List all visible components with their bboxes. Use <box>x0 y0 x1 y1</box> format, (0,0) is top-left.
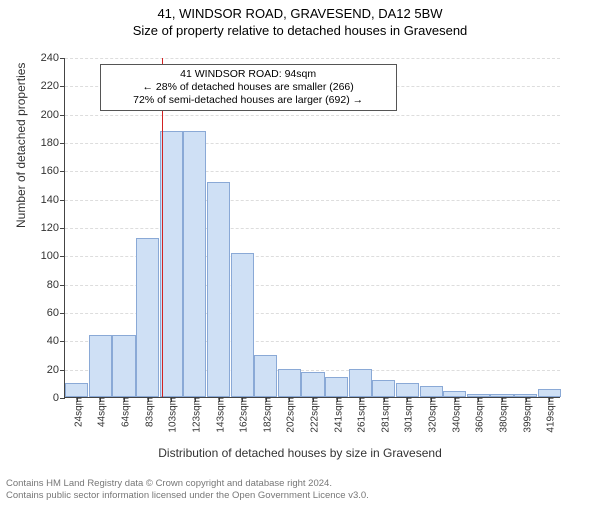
xtick-label: 123sqm <box>187 397 202 433</box>
histogram-bar <box>301 372 324 398</box>
xtick-label: 241sqm <box>329 397 344 433</box>
xtick-label: 360sqm <box>471 397 486 433</box>
histogram-bar <box>112 335 135 397</box>
xtick-label: 320sqm <box>424 397 439 433</box>
ytick-label: 180 <box>41 137 65 149</box>
xtick-label: 162sqm <box>235 397 250 433</box>
histogram-bar <box>160 131 183 397</box>
gridline <box>65 200 560 201</box>
histogram-bar <box>278 369 301 397</box>
x-axis-label: Distribution of detached houses by size … <box>0 446 600 460</box>
gridline <box>65 171 560 172</box>
histogram-bar <box>349 369 372 397</box>
histogram-bar <box>372 380 395 397</box>
xtick-label: 261sqm <box>353 397 368 433</box>
gridline <box>65 228 560 229</box>
y-axis-label: Number of detached properties <box>14 63 28 228</box>
xtick-label: 340sqm <box>447 397 462 433</box>
page-title-line2: Size of property relative to detached ho… <box>0 23 600 38</box>
histogram-bar <box>89 335 112 397</box>
ytick-label: 0 <box>53 392 65 404</box>
gridline <box>65 143 560 144</box>
histogram-bar <box>183 131 206 397</box>
ytick-label: 100 <box>41 250 65 262</box>
histogram-bar <box>136 238 159 397</box>
xtick-label: 202sqm <box>282 397 297 433</box>
ytick-label: 120 <box>41 222 65 234</box>
footer-attribution: Contains HM Land Registry data © Crown c… <box>6 478 594 502</box>
annotation-line3: 72% of semi-detached houses are larger (… <box>107 94 390 107</box>
xtick-label: 399sqm <box>518 397 533 433</box>
ytick-label: 220 <box>41 80 65 92</box>
ytick-label: 20 <box>47 364 65 376</box>
histogram-bar <box>538 389 561 398</box>
xtick-label: 64sqm <box>117 397 132 427</box>
histogram-bar <box>207 182 230 397</box>
plot-area: 02040608010012014016018020022024024sqm44… <box>64 58 560 398</box>
xtick-label: 380sqm <box>494 397 509 433</box>
xtick-label: 83sqm <box>140 397 155 427</box>
histogram-chart: 02040608010012014016018020022024024sqm44… <box>64 58 560 398</box>
gridline <box>65 58 560 59</box>
histogram-bar <box>396 383 419 397</box>
xtick-label: 222sqm <box>306 397 321 433</box>
annotation-line1: 41 WINDSOR ROAD: 94sqm <box>107 68 390 81</box>
histogram-bar <box>65 383 88 397</box>
xtick-label: 182sqm <box>258 397 273 433</box>
xtick-label: 24sqm <box>69 397 84 427</box>
xtick-label: 143sqm <box>211 397 226 433</box>
xtick-label: 103sqm <box>164 397 179 433</box>
xtick-label: 281sqm <box>376 397 391 433</box>
histogram-bar <box>420 386 443 397</box>
xtick-label: 301sqm <box>400 397 415 433</box>
histogram-bar <box>254 355 277 398</box>
ytick-label: 40 <box>47 335 65 347</box>
page-title-line1: 41, WINDSOR ROAD, GRAVESEND, DA12 5BW <box>0 6 600 21</box>
histogram-bar <box>325 377 348 397</box>
footer-line1: Contains HM Land Registry data © Crown c… <box>6 478 594 490</box>
ytick-label: 160 <box>41 165 65 177</box>
annotation-line2: ← 28% of detached houses are smaller (26… <box>107 81 390 94</box>
annotation-box: 41 WINDSOR ROAD: 94sqm← 28% of detached … <box>100 64 397 111</box>
xtick-label: 44sqm <box>93 397 108 427</box>
ytick-label: 80 <box>47 279 65 291</box>
gridline <box>65 115 560 116</box>
ytick-label: 200 <box>41 109 65 121</box>
ytick-label: 60 <box>47 307 65 319</box>
ytick-label: 240 <box>41 52 65 64</box>
footer-line2: Contains public sector information licen… <box>6 490 594 502</box>
histogram-bar <box>231 253 254 398</box>
xtick-label: 419sqm <box>542 397 557 433</box>
ytick-label: 140 <box>41 194 65 206</box>
